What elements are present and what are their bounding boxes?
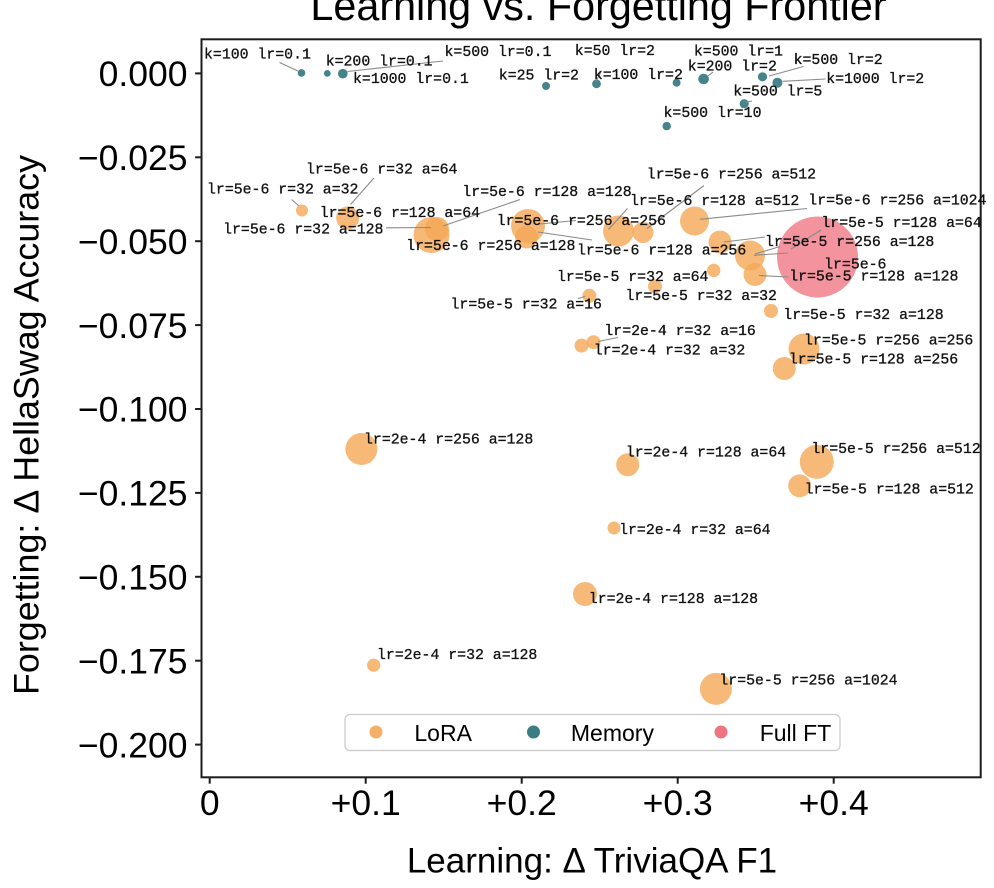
svg-text:lr=5e-5 r=256 a=128: lr=5e-5 r=256 a=128 xyxy=(765,235,934,251)
svg-text:lr=5e-5 r=256 a=256: lr=5e-5 r=256 a=256 xyxy=(804,334,973,350)
svg-text:k=500 lr=1: k=500 lr=1 xyxy=(694,44,783,60)
svg-text:k=200 lr=2: k=200 lr=2 xyxy=(688,60,777,76)
svg-text:lr=5e-6 r=128 a=128: lr=5e-6 r=128 a=128 xyxy=(462,185,631,201)
svg-text:k=25 lr=2: k=25 lr=2 xyxy=(499,69,579,85)
svg-text:−0.100: −0.100 xyxy=(78,390,188,430)
svg-text:lr=5e-5 r=256 a=512: lr=5e-5 r=256 a=512 xyxy=(811,442,980,458)
svg-text:k=1000 lr=0.1: k=1000 lr=0.1 xyxy=(353,72,469,88)
svg-text:+0.3: +0.3 xyxy=(643,783,713,823)
svg-text:k=50 lr=2: k=50 lr=2 xyxy=(575,44,655,60)
svg-text:k=1000 lr=2: k=1000 lr=2 xyxy=(826,72,924,88)
svg-text:lr=2e-4 r=32 a=32: lr=2e-4 r=32 a=32 xyxy=(594,344,745,360)
svg-text:k=100 lr=2: k=100 lr=2 xyxy=(594,68,683,84)
svg-text:lr=5e-5 r=256 a=1024: lr=5e-5 r=256 a=1024 xyxy=(719,673,897,689)
svg-text:Memory: Memory xyxy=(571,720,655,746)
svg-text:Forgetting: Δ HellaSwag Accura: Forgetting: Δ HellaSwag Accuracy xyxy=(7,155,47,695)
svg-text:lr=5e-5 r=32 a=16: lr=5e-5 r=32 a=16 xyxy=(451,298,602,314)
svg-text:k=500 lr=0.1: k=500 lr=0.1 xyxy=(445,45,552,61)
svg-text:0.000: 0.000 xyxy=(99,54,188,94)
svg-text:+0.4: +0.4 xyxy=(799,783,869,823)
svg-text:lr=5e-6 r=32 a=64: lr=5e-6 r=32 a=64 xyxy=(306,163,458,179)
svg-text:LoRA: LoRA xyxy=(414,720,472,746)
svg-text:Learning vs. Forgetting Fronti: Learning vs. Forgetting Frontier xyxy=(310,0,886,29)
svg-text:lr=5e-6 r=256 a=512: lr=5e-6 r=256 a=512 xyxy=(647,168,816,184)
svg-text:lr=2e-4 r=32 a=128: lr=2e-4 r=32 a=128 xyxy=(377,648,537,664)
svg-text:lr=5e-5 r=32 a=128: lr=5e-5 r=32 a=128 xyxy=(783,308,943,324)
svg-text:lr=2e-4 r=128 a=128: lr=2e-4 r=128 a=128 xyxy=(589,592,758,608)
svg-text:lr=5e-6 r=256 a=1024: lr=5e-6 r=256 a=1024 xyxy=(808,194,986,210)
svg-text:k=100 lr=0.1: k=100 lr=0.1 xyxy=(204,48,311,64)
svg-text:lr=5e-5 r=128 a=256: lr=5e-5 r=128 a=256 xyxy=(789,353,958,369)
svg-text:lr=2e-4 r=32 a=64: lr=2e-4 r=32 a=64 xyxy=(619,523,771,539)
svg-text:k=200 lr=0.1: k=200 lr=0.1 xyxy=(326,55,433,71)
svg-text:lr=5e-6 r=32 a=32: lr=5e-6 r=32 a=32 xyxy=(207,183,358,199)
svg-text:0: 0 xyxy=(200,783,220,823)
svg-text:Full FT: Full FT xyxy=(760,720,832,746)
svg-text:−0.200: −0.200 xyxy=(78,725,188,765)
svg-text:+0.1: +0.1 xyxy=(331,783,401,823)
svg-text:lr=5e-6 r=128 a=256: lr=5e-6 r=128 a=256 xyxy=(577,244,746,260)
svg-text:−0.050: −0.050 xyxy=(78,222,188,262)
svg-text:−0.075: −0.075 xyxy=(78,306,188,346)
svg-text:lr=2e-4 r=128 a=64: lr=2e-4 r=128 a=64 xyxy=(626,446,786,462)
svg-text:lr=5e-5 r=128 a=128: lr=5e-5 r=128 a=128 xyxy=(789,270,958,286)
svg-text:lr=5e-5 r=128 a=64: lr=5e-5 r=128 a=64 xyxy=(821,216,981,232)
svg-text:lr=5e-6 r=256 a=128: lr=5e-6 r=256 a=128 xyxy=(406,239,575,255)
svg-text:lr=5e-6: lr=5e-6 xyxy=(824,258,886,274)
svg-text:+0.2: +0.2 xyxy=(487,783,557,823)
svg-text:lr=5e-5 r=128 a=512: lr=5e-5 r=128 a=512 xyxy=(805,483,974,499)
svg-text:lr=5e-6 r=256 a=256: lr=5e-6 r=256 a=256 xyxy=(497,214,666,230)
svg-text:−0.150: −0.150 xyxy=(78,558,188,598)
svg-text:lr=5e-6 r=128 a=64: lr=5e-6 r=128 a=64 xyxy=(320,206,480,222)
svg-text:k=500 lr=2: k=500 lr=2 xyxy=(794,53,883,69)
svg-text:−0.025: −0.025 xyxy=(78,138,188,178)
svg-text:−0.125: −0.125 xyxy=(78,474,188,514)
svg-text:k=500 lr=5: k=500 lr=5 xyxy=(733,85,822,101)
svg-text:lr=2e-4 r=256 a=128: lr=2e-4 r=256 a=128 xyxy=(364,432,533,448)
svg-text:lr=5e-5 r=32 a=32: lr=5e-5 r=32 a=32 xyxy=(626,289,777,305)
svg-text:k=500 lr=10: k=500 lr=10 xyxy=(664,106,762,122)
svg-text:lr=5e-6 r=32 a=128: lr=5e-6 r=32 a=128 xyxy=(223,223,383,239)
svg-text:lr=5e-5 r=32 a=64: lr=5e-5 r=32 a=64 xyxy=(557,270,709,286)
svg-text:lr=2e-4 r=32 a=16: lr=2e-4 r=32 a=16 xyxy=(604,324,755,340)
svg-text:Learning: Δ TriviaQA F1: Learning: Δ TriviaQA F1 xyxy=(407,842,777,881)
svg-text:−0.175: −0.175 xyxy=(78,641,188,681)
svg-text:lr=5e-6 r=128 a=512: lr=5e-6 r=128 a=512 xyxy=(630,194,799,210)
